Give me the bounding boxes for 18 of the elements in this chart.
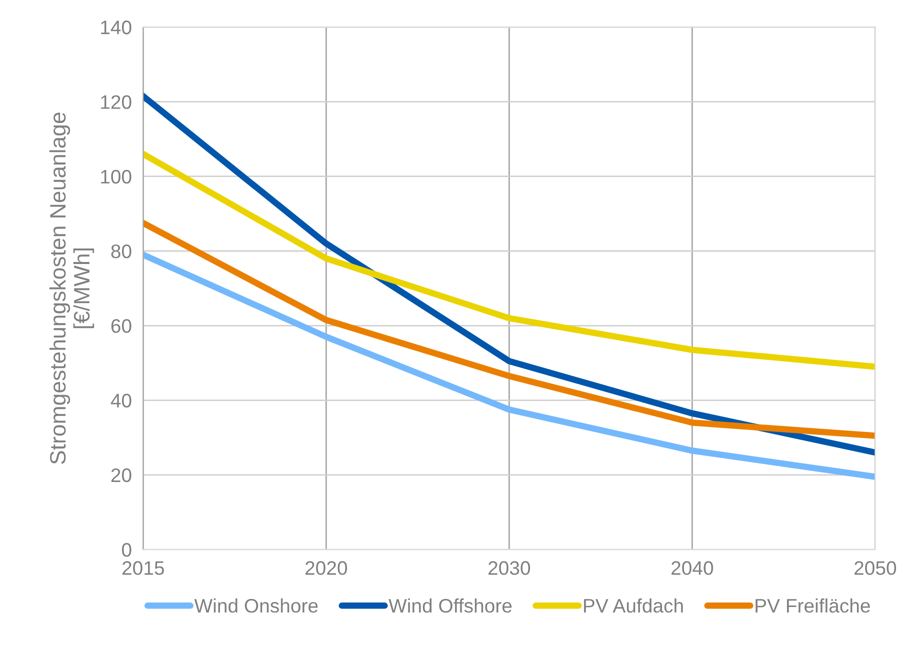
y-tick-label: 0 bbox=[122, 543, 132, 557]
y-tick-label: 120 bbox=[101, 95, 132, 109]
y-tick-label: 100 bbox=[101, 170, 132, 184]
y-tick-label: 80 bbox=[111, 244, 132, 258]
legend-label: PV Aufdach bbox=[584, 598, 683, 613]
y-tick-label: 140 bbox=[101, 20, 132, 34]
x-tick-label: 2040 bbox=[672, 561, 714, 575]
x-tick-label: 2015 bbox=[122, 561, 164, 575]
legend-label: Wind Offshore bbox=[388, 598, 512, 613]
x-tick-label: 2030 bbox=[488, 561, 530, 575]
legend-label: Wind Onshore bbox=[194, 598, 318, 613]
y-axis-title: Stromgestehungskosten Neuanlage [€/MWh] bbox=[49, 112, 94, 464]
y-tick-label: 40 bbox=[110, 394, 132, 408]
x-tick-label: 2020 bbox=[306, 561, 348, 575]
x-tick-label: 2050 bbox=[854, 561, 896, 575]
y-tick-label: 60 bbox=[111, 319, 132, 333]
y-tick-label: 20 bbox=[111, 468, 132, 482]
legend-label: PV Freifläche bbox=[756, 598, 870, 613]
